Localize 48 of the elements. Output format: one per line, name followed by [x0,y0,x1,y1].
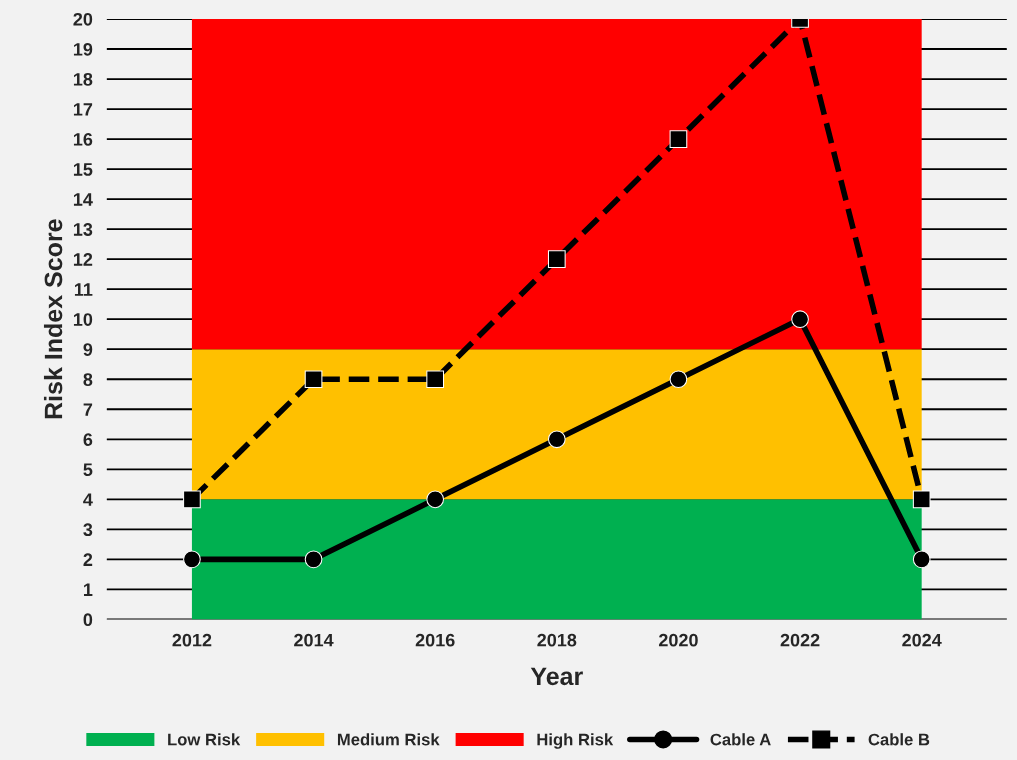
y-tick-label: 14 [73,193,93,206]
point [669,370,688,389]
point [669,130,688,148]
point [304,370,323,389]
x-tick-label: 2014 [294,633,334,647]
legend-label: Low Risk [168,733,241,746]
y-tick-label: 6 [83,433,93,446]
point [426,490,445,509]
x-tick-label: 2020 [658,633,698,647]
legend-label: High Risk [537,733,614,749]
point [426,370,445,389]
point [547,430,566,449]
y-tick-label: 9 [83,343,93,356]
y-tick-label: 12 [73,253,93,266]
point [304,550,323,569]
y-axis-title: Risk Index Score [43,219,63,419]
y-tick-label: 20 [73,12,93,26]
y-tick-label: 11 [74,283,93,296]
y-tick-label: 15 [73,163,93,176]
y-tick-label: 16 [73,133,93,146]
point [183,550,201,569]
legend-label: Medium Risk [337,733,440,746]
point [912,550,931,569]
x-tick-label: 2022 [780,633,820,647]
point [791,310,809,329]
point [912,490,931,509]
x-axis-title: Year [530,667,583,686]
y-tick-label: 18 [73,72,93,86]
x-tick-label: 2016 [415,633,455,647]
y-tick-label: 17 [73,103,93,116]
y-tick-label: 0 [83,613,93,627]
point [183,490,201,509]
y-tick-label: 7 [83,403,93,416]
y-tick-label: 1 [83,583,93,596]
y-tick-label: 13 [73,223,93,236]
x-tick-label: 2018 [537,633,577,647]
y-tick-label: 5 [83,463,93,477]
y-tick-label: 19 [73,42,93,56]
y-tick-label: 2 [83,553,93,566]
legend-label: Cable B [868,733,930,746]
y-tick-label: 4 [83,493,93,506]
y-tick-label: 8 [83,373,93,386]
y-tick-label: 3 [83,523,93,537]
point [547,250,566,269]
legend-label: Cable A [710,733,771,746]
y-tick-label: 10 [73,313,93,326]
x-tick-label: 2012 [172,633,212,647]
x-tick-label: 2024 [902,633,942,647]
